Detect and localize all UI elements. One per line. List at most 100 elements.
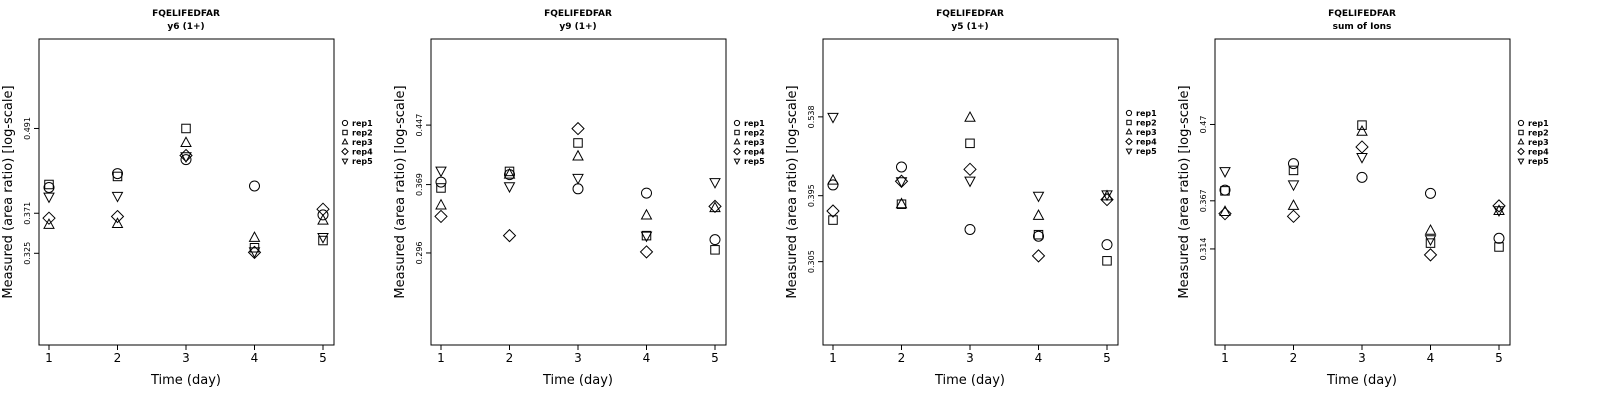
data-point-rep2-day1 [1220,186,1230,196]
data-point-rep1-day2 [896,161,907,173]
x-tick-label: 2 [506,351,514,365]
x-tick-label: 5 [1103,351,1111,365]
legend-marker-rep3 [1517,137,1525,145]
data-point-rep1-day1 [435,176,447,188]
x-tick-label: 5 [319,351,327,365]
chart-title: FQELIFEDFAR [1328,9,1396,19]
data-point-rep5-day1 [1219,167,1231,178]
legend-marker-rep3 [341,137,349,145]
legend-marker-rep1 [733,119,741,127]
legend-marker-rep2 [1126,119,1132,126]
data-point-rep5-day1 [43,192,55,204]
data-point-rep5-day4 [1032,191,1045,203]
data-point-rep4-day2 [110,209,125,224]
data-point-rep1-day4 [641,187,652,199]
legend-label: rep2 [1136,119,1157,128]
x-tick-label: 5 [1495,351,1503,365]
chart-panel: FQELIFEDFAR y9 (1+) Time (day) Measured … [393,9,765,388]
data-point-rep1-day3 [964,223,976,235]
data-point-rep5-day4 [1424,235,1437,247]
data-point-rep4-day2 [894,174,909,188]
data-point-rep1-day1 [43,181,55,193]
chart-panel: FQELIFEDFAR y6 (1+) Time (day) Measured … [1,9,373,388]
data-point-rep2-day4 [1033,229,1044,240]
legend-label: rep4 [744,148,765,157]
data-point-rep4-day4 [1031,249,1046,263]
data-point-rep3-day4 [248,231,261,242]
legend-marker-rep4 [733,147,741,156]
data-point-rep4-day3 [571,121,585,136]
legend-label: rep1 [1136,109,1157,118]
y-tick-label: 0.447 [415,114,424,137]
data-point-rep4-day1 [434,209,448,224]
data-point-rep1-day5 [709,234,721,246]
data-point-rep1-day5 [317,209,329,221]
x-tick-label: 2 [114,351,122,365]
data-point-rep4-day5 [1100,192,1114,207]
legend-marker-rep5 [733,158,741,166]
legend-marker-rep2 [342,129,348,136]
y-axis-label: Measured (area ratio) [log-scale] [1177,85,1192,298]
data-point-rep4-day3 [1355,140,1369,154]
legend-marker-rep1 [1125,109,1133,117]
legend-marker-rep2 [1518,129,1524,136]
data-point-rep1-day2 [1288,158,1299,170]
data-point-rep4-day2 [502,228,517,243]
x-axis-label: Time (day) [934,373,1005,388]
data-point-rep3-day3 [1356,124,1368,136]
legend-marker-rep4 [1125,137,1133,146]
data-point-rep4-day5 [1492,199,1506,213]
y-tick-label: 0.325 [23,242,32,265]
data-point-rep3-day2 [1287,199,1300,210]
data-point-rep3-day2 [503,167,516,179]
x-tick-label: 5 [711,351,719,365]
legend-label: rep3 [1136,128,1157,137]
data-point-rep2-day3 [965,138,975,149]
legend-marker-rep2 [734,129,740,136]
legend-label: rep3 [744,138,765,147]
data-point-rep2-day3 [573,138,583,148]
x-tick-label: 4 [1427,351,1435,365]
data-point-rep2-day2 [896,199,907,209]
x-tick-label: 1 [1221,351,1229,365]
data-point-rep5-day2 [895,177,908,189]
chart-subtitle: y6 (1+) [167,22,204,32]
data-point-rep2-day5 [710,245,720,255]
x-tick-label: 3 [1358,351,1366,365]
data-point-rep5-day5 [1101,190,1113,202]
plot-frame [822,38,1119,346]
data-point-rep2-day2 [112,171,123,182]
x-axis-label: Time (day) [150,373,221,388]
y-tick-label: 0.538 [807,105,816,128]
data-point-rep4-day3 [963,162,977,177]
y-axis-label: Measured (area ratio) [log-scale] [785,85,800,298]
plot-frame [1214,38,1511,346]
data-point-rep5-day5 [1493,206,1505,218]
data-point-rep2-day2 [1288,165,1299,176]
data-point-rep5-day3 [964,176,976,188]
data-point-rep1-day4 [249,180,260,192]
data-point-rep5-day2 [503,182,516,194]
x-tick-label: 3 [966,351,974,365]
chart-title: FQELIFEDFAR [152,9,220,19]
legend-label: rep1 [744,119,765,128]
chart-subtitle: y5 (1+) [951,22,988,32]
x-tick-label: 1 [45,351,53,365]
data-point-rep2-day4 [1425,238,1436,248]
data-point-rep4-day4 [639,245,654,259]
data-point-rep2-day2 [504,166,515,177]
data-point-rep3-day5 [317,213,329,225]
data-point-rep3-day4 [1032,209,1045,220]
y-tick-label: 0.491 [23,117,32,140]
data-point-rep3-day1 [435,198,447,210]
chart-title: FQELIFEDFAR [544,9,612,19]
legend-marker-rep3 [733,137,741,145]
y-axis-label: Measured (area ratio) [log-scale] [1,85,16,298]
x-tick-label: 1 [829,351,837,365]
legend-marker-rep5 [341,158,349,166]
data-point-rep1-day4 [1033,230,1044,242]
data-point-rep5-day3 [1356,152,1368,164]
x-axis-label: Time (day) [542,373,613,388]
legend-marker-rep3 [1125,127,1133,135]
